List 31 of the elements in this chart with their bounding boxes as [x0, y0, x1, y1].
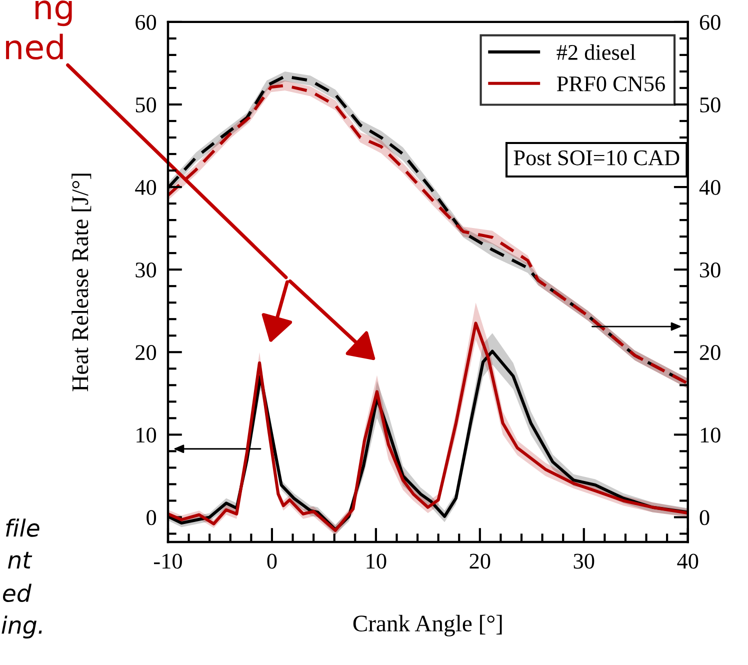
y-tick-label: 60 — [136, 14, 156, 30]
x-tick-label: 20 — [470, 554, 490, 569]
y2-tick-label: 40 — [699, 180, 720, 195]
x-tick-label: 10 — [366, 554, 386, 569]
y2-tick-label: 50 — [700, 97, 720, 112]
y2-tick-label: 30 — [700, 262, 720, 278]
y-tick-label: 50 — [136, 97, 156, 112]
text: ing. — [2, 616, 42, 639]
x-tick-label: 30 — [574, 554, 594, 569]
y2-tick-label: 0 — [700, 510, 710, 526]
y-axis-title: Heat Release Rate [J/°] — [72, 174, 92, 392]
text: ned — [6, 34, 63, 60]
legend-label: #2 diesel — [556, 44, 636, 60]
y-tick-label: 20 — [136, 345, 156, 360]
y-tick-label: 10 — [136, 428, 156, 443]
text: file — [6, 518, 40, 537]
y2-tick-label: 10 — [700, 428, 720, 443]
y-tick-label: 0 — [146, 510, 156, 526]
y-tick-label: 40 — [135, 180, 156, 195]
y2-tick-label: 20 — [700, 345, 720, 360]
y2-tick-label: 60 — [700, 14, 720, 30]
x-tick-label: 0 — [267, 554, 277, 569]
legend-label: PRF0 CN56 — [556, 76, 665, 92]
text: ed — [2, 584, 32, 602]
y-tick-label: 30 — [136, 262, 156, 278]
text: ng — [36, 0, 72, 26]
x-tick-label: 40 — [677, 554, 698, 569]
text: nt — [8, 552, 32, 568]
x-tick-label: -10 — [154, 554, 182, 569]
x-axis-title: Crank Angle [°] — [353, 614, 502, 636]
annotation: Post SOI=10 CAD — [514, 150, 680, 166]
